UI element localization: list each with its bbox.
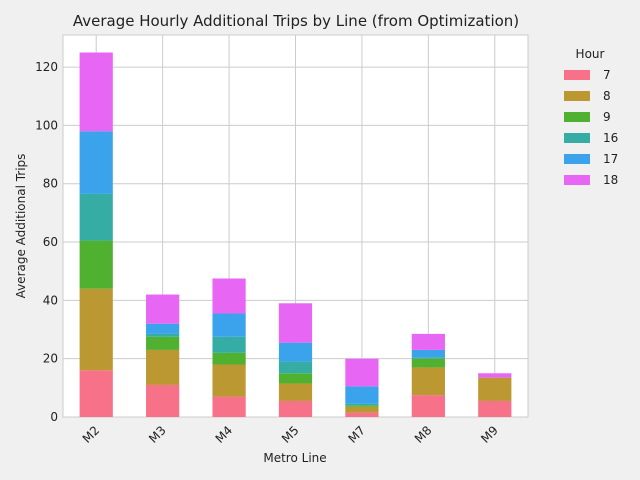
- bar-segment-M4-hour-7: [212, 396, 246, 417]
- bar-segment-M4-hour-18: [212, 278, 246, 314]
- legend-swatch: [564, 70, 590, 80]
- bar-segment-M4-hour-17: [212, 313, 246, 337]
- bar-segment-M2-hour-8: [79, 288, 113, 371]
- bar-segment-M8-hour-8: [411, 367, 445, 396]
- bar-segment-M2-hour-18: [79, 52, 113, 132]
- bar-segment-M2-hour-16: [79, 193, 113, 241]
- y-tick-label: 40: [43, 293, 58, 307]
- bar-segment-M3-hour-9: [146, 336, 180, 350]
- bar-segment-M4-hour-9: [212, 352, 246, 365]
- bar-segment-M8-hour-18: [411, 333, 445, 350]
- bar-segment-M8-hour-16: [411, 357, 445, 359]
- bar-segment-M3-hour-17: [146, 323, 180, 334]
- bar-segment-M3-hour-16: [146, 333, 180, 337]
- legend-title: Hour: [576, 47, 605, 61]
- legend-swatch: [564, 133, 590, 143]
- y-tick-label: 80: [43, 177, 58, 191]
- legend-label: 7: [603, 68, 611, 82]
- bar-segment-M2-hour-17: [79, 131, 113, 194]
- legend: Hour 7 8 9 16 17 18: [564, 47, 618, 187]
- legend-label: 17: [603, 152, 618, 166]
- legend-swatch: [564, 112, 590, 122]
- bar-segment-M3-hour-8: [146, 349, 180, 385]
- legend-label: 9: [603, 110, 611, 124]
- bar-segment-M5-hour-9: [278, 373, 313, 384]
- bar-segment-M9-hour-8: [478, 377, 512, 401]
- bar-segment-M2-hour-9: [79, 240, 113, 289]
- bar-segment-M7-hour-16: [345, 403, 379, 406]
- legend-swatch: [564, 91, 590, 101]
- bar-segment-M3-hour-18: [146, 294, 180, 324]
- bar-segment-M7-hour-9: [345, 405, 379, 407]
- y-tick-label: 20: [43, 352, 58, 366]
- bar-segment-M3-hour-7: [146, 384, 180, 417]
- legend-label: 18: [603, 173, 618, 187]
- legend-label: 8: [603, 89, 611, 103]
- bar-segment-M8-hour-17: [411, 349, 445, 358]
- bar-segment-M8-hour-9: [411, 358, 445, 368]
- bar-segment-M5-hour-7: [278, 400, 313, 417]
- y-tick-label: 100: [35, 118, 58, 132]
- y-tick-label: 120: [35, 60, 58, 74]
- legend-label: 16: [603, 131, 618, 145]
- y-tick-label: 60: [43, 235, 58, 249]
- legend-swatch: [564, 154, 590, 164]
- bar-segment-M8-hour-7: [411, 395, 445, 417]
- y-tick-label: 0: [50, 410, 58, 424]
- bar-segment-M7-hour-7: [345, 412, 379, 417]
- bar-segment-M5-hour-17: [278, 342, 313, 362]
- bars: [79, 52, 512, 417]
- chart-title: Average Hourly Additional Trips by Line …: [73, 12, 519, 30]
- bar-segment-M5-hour-16: [278, 361, 313, 374]
- x-axis-title: Metro Line: [263, 451, 326, 465]
- y-axis-title: Average Additional Trips: [14, 154, 28, 299]
- bar-segment-M7-hour-18: [345, 358, 379, 387]
- bar-segment-M7-hour-8: [345, 406, 379, 413]
- bar-segment-M9-hour-7: [478, 400, 512, 417]
- legend-swatch: [564, 175, 590, 185]
- bar-segment-M7-hour-17: [345, 386, 379, 404]
- bar-segment-M4-hour-8: [212, 364, 246, 397]
- y-axis-ticks: 0 20 40 60 80 100 120: [35, 60, 58, 424]
- bar-segment-M2-hour-7: [79, 370, 113, 417]
- bar-segment-M5-hour-18: [278, 303, 313, 343]
- bar-segment-M9-hour-18: [478, 373, 512, 378]
- bar-segment-M5-hour-8: [278, 383, 313, 401]
- bar-segment-M4-hour-16: [212, 336, 246, 353]
